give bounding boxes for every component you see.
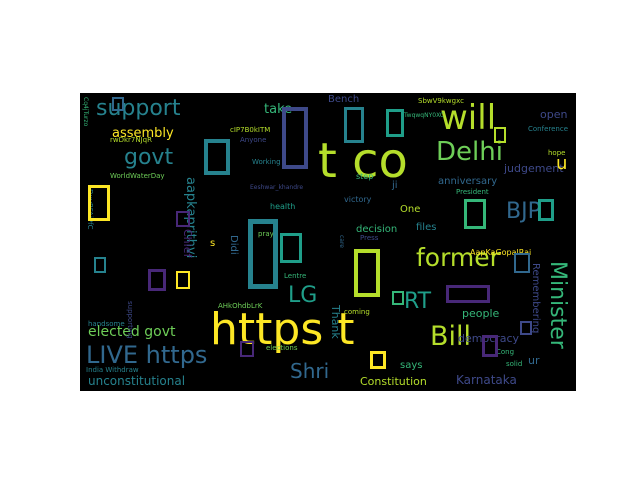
- word-didi: Didi: [228, 235, 239, 255]
- word-sbwv9kwgxc: SbwV9kwgxc: [418, 97, 464, 105]
- word-constitution: Constitution: [360, 375, 427, 388]
- word-ur: ur: [528, 354, 540, 367]
- word-judgement: judgement: [504, 162, 564, 175]
- word-bjp: BJP: [506, 199, 541, 224]
- word-health: health: [270, 202, 296, 211]
- word-live-https: LIVE https: [86, 341, 208, 369]
- word-chief: Chief: [181, 229, 194, 258]
- word-cq4jturzo: Cq4jTurzo: [82, 97, 89, 127]
- word-minister: Minister: [545, 261, 570, 349]
- glyph-box: [94, 257, 106, 273]
- glyph-box: [148, 269, 166, 291]
- glyph-box: [482, 335, 498, 357]
- word-president: President: [456, 188, 489, 196]
- word-delhi: Delhi: [436, 137, 503, 167]
- word-conference: Conference: [528, 125, 569, 133]
- word-support: support: [96, 96, 181, 121]
- glyph-box: [354, 249, 380, 297]
- word-care: care: [338, 235, 345, 249]
- word-democracy: democracy: [458, 332, 520, 345]
- word-bench: Bench: [328, 94, 360, 105]
- word-says: says: [400, 360, 423, 371]
- word-assembly: assembly: [112, 126, 174, 141]
- word-lentre: Lentre: [284, 272, 307, 280]
- word-unconstitutional: unconstitutional: [88, 374, 186, 388]
- glyph-box: [240, 341, 254, 357]
- word-open: open: [540, 108, 568, 121]
- word-eeshwar-khandre: Eeshwar_khandre: [250, 184, 304, 191]
- glyph-box: [176, 211, 190, 227]
- glyph-box: [176, 271, 190, 289]
- word-s: s: [210, 238, 216, 249]
- word-solid: solid: [506, 360, 523, 368]
- word-aapkaprithvi: aapkaprithvi: [183, 177, 198, 259]
- word-decision: decision: [356, 224, 398, 235]
- glyph-box: [88, 185, 110, 221]
- word-bill: Bill: [430, 321, 472, 352]
- word-aapkagopalrai: AapKaGopalRai: [470, 248, 532, 257]
- word-handsome-visible: handsome: [88, 320, 125, 328]
- glyph-box: [494, 127, 506, 143]
- glyph-box: [464, 199, 486, 229]
- glyph-box: [520, 321, 532, 335]
- word-lg: LG: [288, 283, 318, 308]
- word-karnataka: Karnataka: [456, 373, 517, 387]
- word-elected-govt: elected govt: [88, 324, 176, 340]
- word-pray: pray: [258, 230, 274, 238]
- word-ji: ji: [392, 180, 398, 191]
- word-shri: Shri: [290, 359, 330, 383]
- glyph-box: [370, 351, 386, 369]
- word-files: files: [416, 222, 437, 233]
- word-rt: RT: [404, 289, 432, 314]
- word-people: people: [462, 307, 500, 320]
- word-working: Working: [252, 158, 281, 166]
- word-india-withdraw: India Withdraw: [86, 366, 139, 374]
- word-rwdkr7njqr: rwDkr7NJqR: [110, 136, 152, 144]
- glyph-box: [248, 219, 278, 289]
- word-anniversary: anniversary: [438, 176, 498, 187]
- word-cloud: https t t co will Delhi former Bill LIVE…: [80, 93, 576, 391]
- word-remembering: Remembering: [530, 263, 541, 334]
- glyph-box: [392, 291, 404, 305]
- glyph-box: [386, 109, 404, 137]
- word-worldwaterday: WorldWaterDay: [110, 172, 165, 180]
- word-press: Press: [360, 234, 379, 242]
- word-cong: Cong: [496, 348, 515, 356]
- word-victory: victory: [344, 195, 372, 204]
- word-will: will: [440, 98, 497, 138]
- glyph-box: [112, 97, 124, 111]
- word-govt: govt: [124, 145, 174, 170]
- glyph-box: [446, 285, 490, 303]
- word-cip7b0kitm: cIP7B0kITM: [230, 126, 271, 134]
- glyph-box: [538, 199, 554, 221]
- glyph-box: [280, 233, 302, 263]
- word-former: former: [416, 243, 500, 272]
- word-elections: elections: [266, 344, 298, 352]
- glyph-box: [344, 107, 364, 143]
- word-u: u: [556, 153, 568, 174]
- word-hope: hope: [548, 149, 566, 157]
- word-anyone: Anyone: [240, 136, 267, 144]
- word-coming: coming: [344, 308, 370, 316]
- glyph-box: [204, 139, 230, 175]
- word-supporting: supporting: [126, 301, 134, 339]
- word-one: One: [400, 204, 421, 215]
- word-ahkohdblrk: AHkOhdbLrK: [218, 302, 263, 310]
- glyph-box: [282, 107, 308, 169]
- word-twqwqny0xc: TwqwqNY0XC: [404, 112, 444, 119]
- word-https-t: https t: [210, 304, 355, 355]
- glyph-box: [514, 253, 530, 273]
- word-t-co: t co: [318, 133, 408, 189]
- word-thank: Thank: [329, 305, 342, 339]
- word-step: step: [356, 172, 374, 181]
